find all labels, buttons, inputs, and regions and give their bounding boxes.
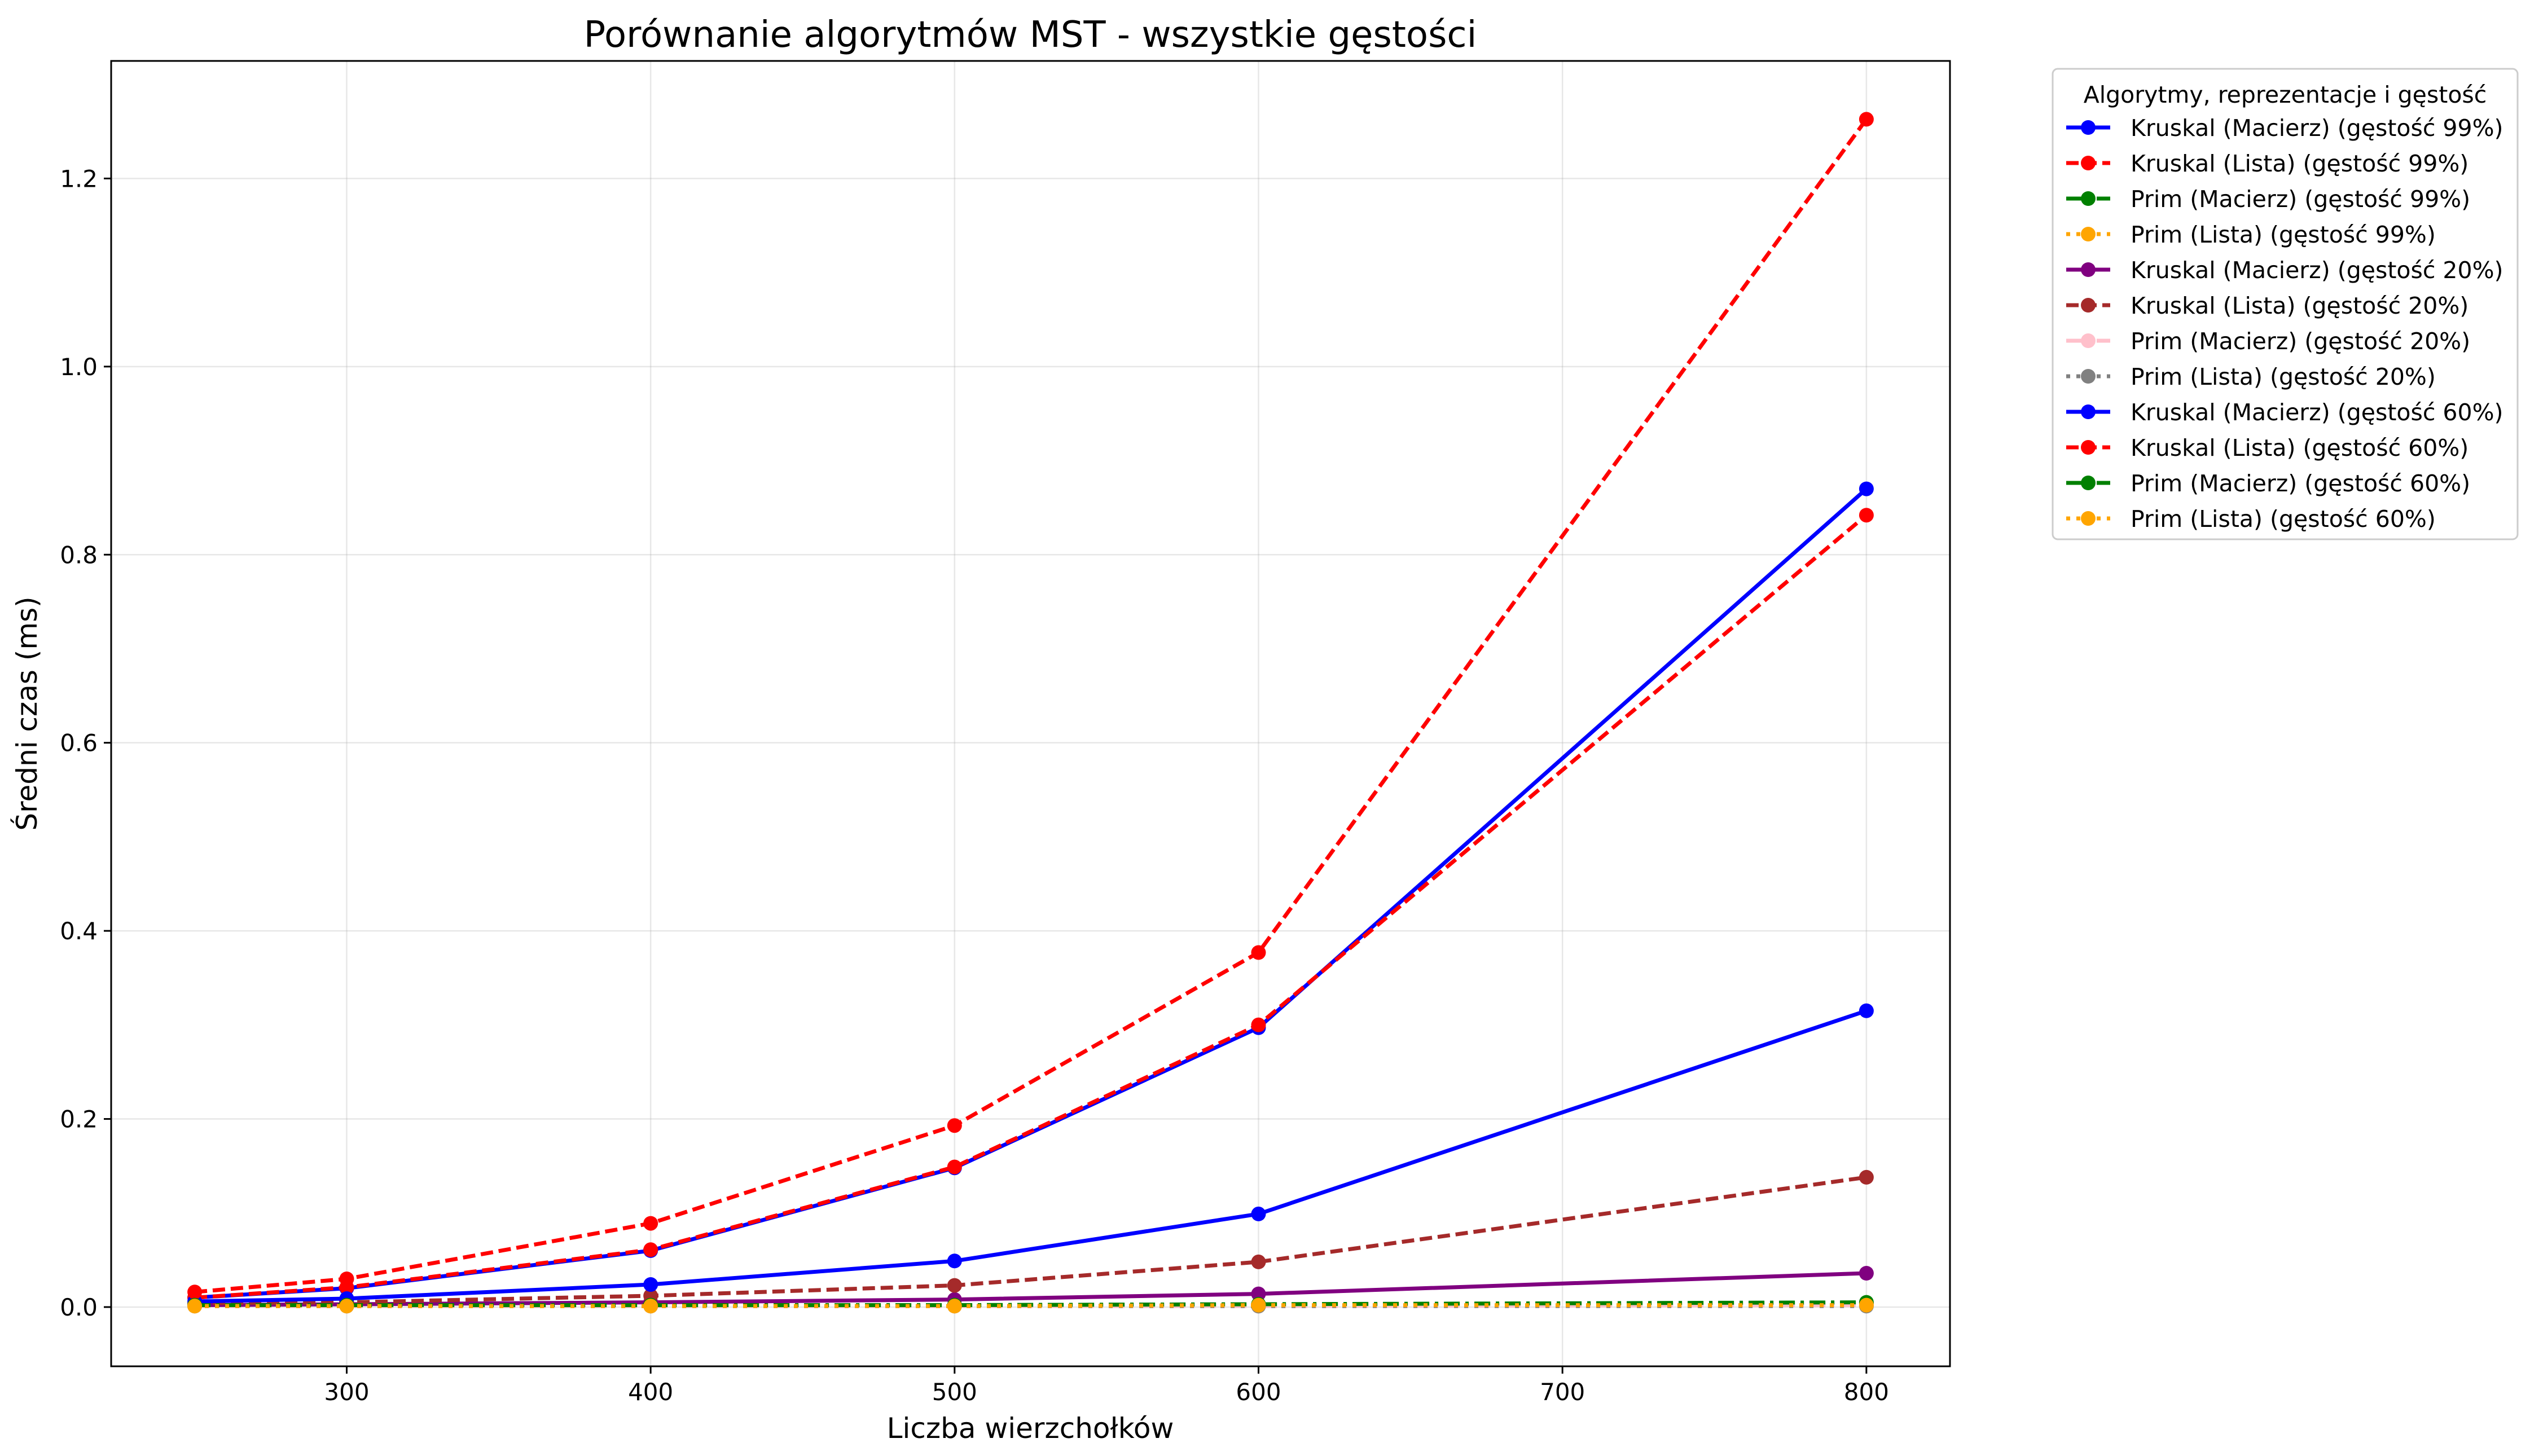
legend-item: Kruskal (Macierz) (gęstość 99%) (2066, 115, 2503, 142)
data-point (1859, 1297, 1874, 1313)
data-point (1859, 1266, 1874, 1281)
legend-swatch-marker (2081, 404, 2096, 419)
legend-item: Kruskal (Lista) (gęstość 60%) (2066, 434, 2468, 461)
legend-swatch-marker (2081, 227, 2096, 241)
data-point (947, 1118, 962, 1133)
data-point (1251, 1254, 1266, 1269)
legend-label: Kruskal (Lista) (gęstość 99%) (2131, 150, 2468, 177)
chart-title: Porównanie algorytmów MST - wszystkie gę… (584, 14, 1477, 56)
legend-item: Kruskal (Macierz) (gęstość 20%) (2066, 257, 2503, 284)
legend-swatch-marker (2081, 298, 2096, 313)
series-12 (187, 1297, 1874, 1314)
y-axis-label: Średni czas (ms) (10, 596, 43, 830)
legend-label: Prim (Macierz) (gęstość 60%) (2131, 470, 2470, 497)
data-point (643, 1216, 658, 1231)
data-point (1859, 1003, 1874, 1018)
data-point (187, 1285, 203, 1300)
legend-swatch-marker (2081, 511, 2096, 526)
legend-swatch-marker (2081, 369, 2096, 384)
series-line (194, 118, 1868, 1294)
data-point (1251, 1017, 1266, 1032)
legend-item: Prim (Lista) (gęstość 60%) (2066, 505, 2436, 533)
legend-label: Prim (Lista) (gęstość 99%) (2131, 221, 2436, 248)
y-tick-label: 1.0 (60, 353, 98, 381)
legend-item: Kruskal (Lista) (gęstość 20%) (2066, 292, 2468, 319)
data-point (643, 1242, 658, 1257)
legend-label: Prim (Macierz) (gęstość 20%) (2131, 328, 2470, 355)
legend-item: Kruskal (Lista) (gęstość 99%) (2066, 150, 2468, 177)
legend-label: Kruskal (Lista) (gęstość 20%) (2131, 292, 2468, 319)
data-point (643, 1277, 658, 1292)
legend-swatch-marker (2081, 476, 2096, 490)
legend-swatch-marker (2081, 120, 2096, 135)
legend-item: Prim (Macierz) (gęstość 20%) (2066, 328, 2470, 355)
legend-items: Kruskal (Macierz) (gęstość 99%) Kruskal (… (2066, 115, 2503, 533)
plot-background (111, 61, 1950, 1366)
plot-frame (110, 60, 1951, 1367)
data-point (187, 1299, 203, 1314)
data-point (947, 1299, 962, 1314)
data-point (339, 1299, 354, 1314)
data-point (643, 1299, 658, 1314)
legend-label: Prim (Lista) (gęstość 60%) (2131, 505, 2436, 533)
legend-swatch-marker (2081, 191, 2096, 206)
series-line (195, 1009, 1868, 1304)
series-10 (187, 112, 1874, 1300)
data-point (1859, 112, 1874, 127)
series-layer (187, 112, 1874, 1314)
x-axis: 300 400 500 600 700 800 (324, 1366, 1889, 1406)
legend: Algorytmy, reprezentacje i gęstość Krusk… (2052, 68, 2519, 540)
y-tick-label: 1.2 (60, 165, 98, 192)
legend-label: Kruskal (Lista) (gęstość 60%) (2131, 434, 2468, 461)
legend-item: Prim (Lista) (gęstość 99%) (2066, 221, 2436, 248)
series-line (194, 513, 1868, 1300)
legend-swatch-marker (2081, 262, 2096, 277)
x-axis-label: Liczba wierzchołków (887, 1412, 1174, 1445)
data-point (947, 1159, 962, 1175)
data-point (1251, 1206, 1266, 1221)
data-point (947, 1253, 962, 1269)
x-tick-label: 800 (1844, 1378, 1889, 1406)
y-axis: 0.0 0.2 0.4 0.6 0.8 1.0 1.2 (60, 165, 111, 1321)
data-point (339, 1272, 354, 1286)
legend-item: Prim (Macierz) (gęstość 99%) (2066, 186, 2470, 213)
grid (111, 61, 1950, 1366)
series-line (195, 1300, 1866, 1308)
series-line (195, 1175, 1867, 1305)
y-tick-label: 0.8 (60, 541, 98, 569)
y-tick-label: 0.6 (60, 729, 98, 757)
data-point (1859, 508, 1874, 523)
data-point (1251, 1286, 1266, 1301)
x-tick-label: 300 (324, 1378, 369, 1406)
data-point (1251, 945, 1266, 960)
y-tick-label: 0.2 (60, 1106, 98, 1133)
x-tick-label: 700 (1540, 1378, 1585, 1406)
legend-swatch-marker (2081, 333, 2096, 348)
x-tick-label: 500 (932, 1378, 977, 1406)
legend-item: Prim (Lista) (gęstość 20%) (2066, 363, 2436, 390)
legend-title: Algorytmy, reprezentacje i gęstość (2084, 81, 2487, 108)
legend-label: Kruskal (Macierz) (gęstość 20%) (2131, 257, 2503, 284)
y-tick-label: 0.0 (60, 1294, 98, 1321)
data-point (1859, 1169, 1874, 1185)
legend-label: Prim (Macierz) (gęstość 99%) (2131, 186, 2470, 213)
data-point (1859, 481, 1874, 496)
plot-area (110, 60, 1951, 1367)
legend-label: Kruskal (Macierz) (gęstość 99%) (2131, 115, 2503, 142)
x-tick-label: 600 (1236, 1378, 1281, 1406)
legend-label: Kruskal (Macierz) (gęstość 60%) (2131, 399, 2503, 426)
legend-frame (2052, 68, 2519, 540)
legend-item: Prim (Macierz) (gęstość 60%) (2066, 470, 2470, 497)
legend-label: Prim (Lista) (gęstość 20%) (2131, 363, 2436, 390)
legend-swatch-marker (2081, 440, 2096, 455)
legend-item: Kruskal (Macierz) (gęstość 60%) (2066, 399, 2503, 426)
x-tick-label: 400 (628, 1378, 673, 1406)
data-point (1251, 1297, 1266, 1313)
y-tick-label: 0.4 (60, 917, 98, 945)
legend-swatch-marker (2081, 156, 2096, 170)
data-point (947, 1278, 962, 1293)
